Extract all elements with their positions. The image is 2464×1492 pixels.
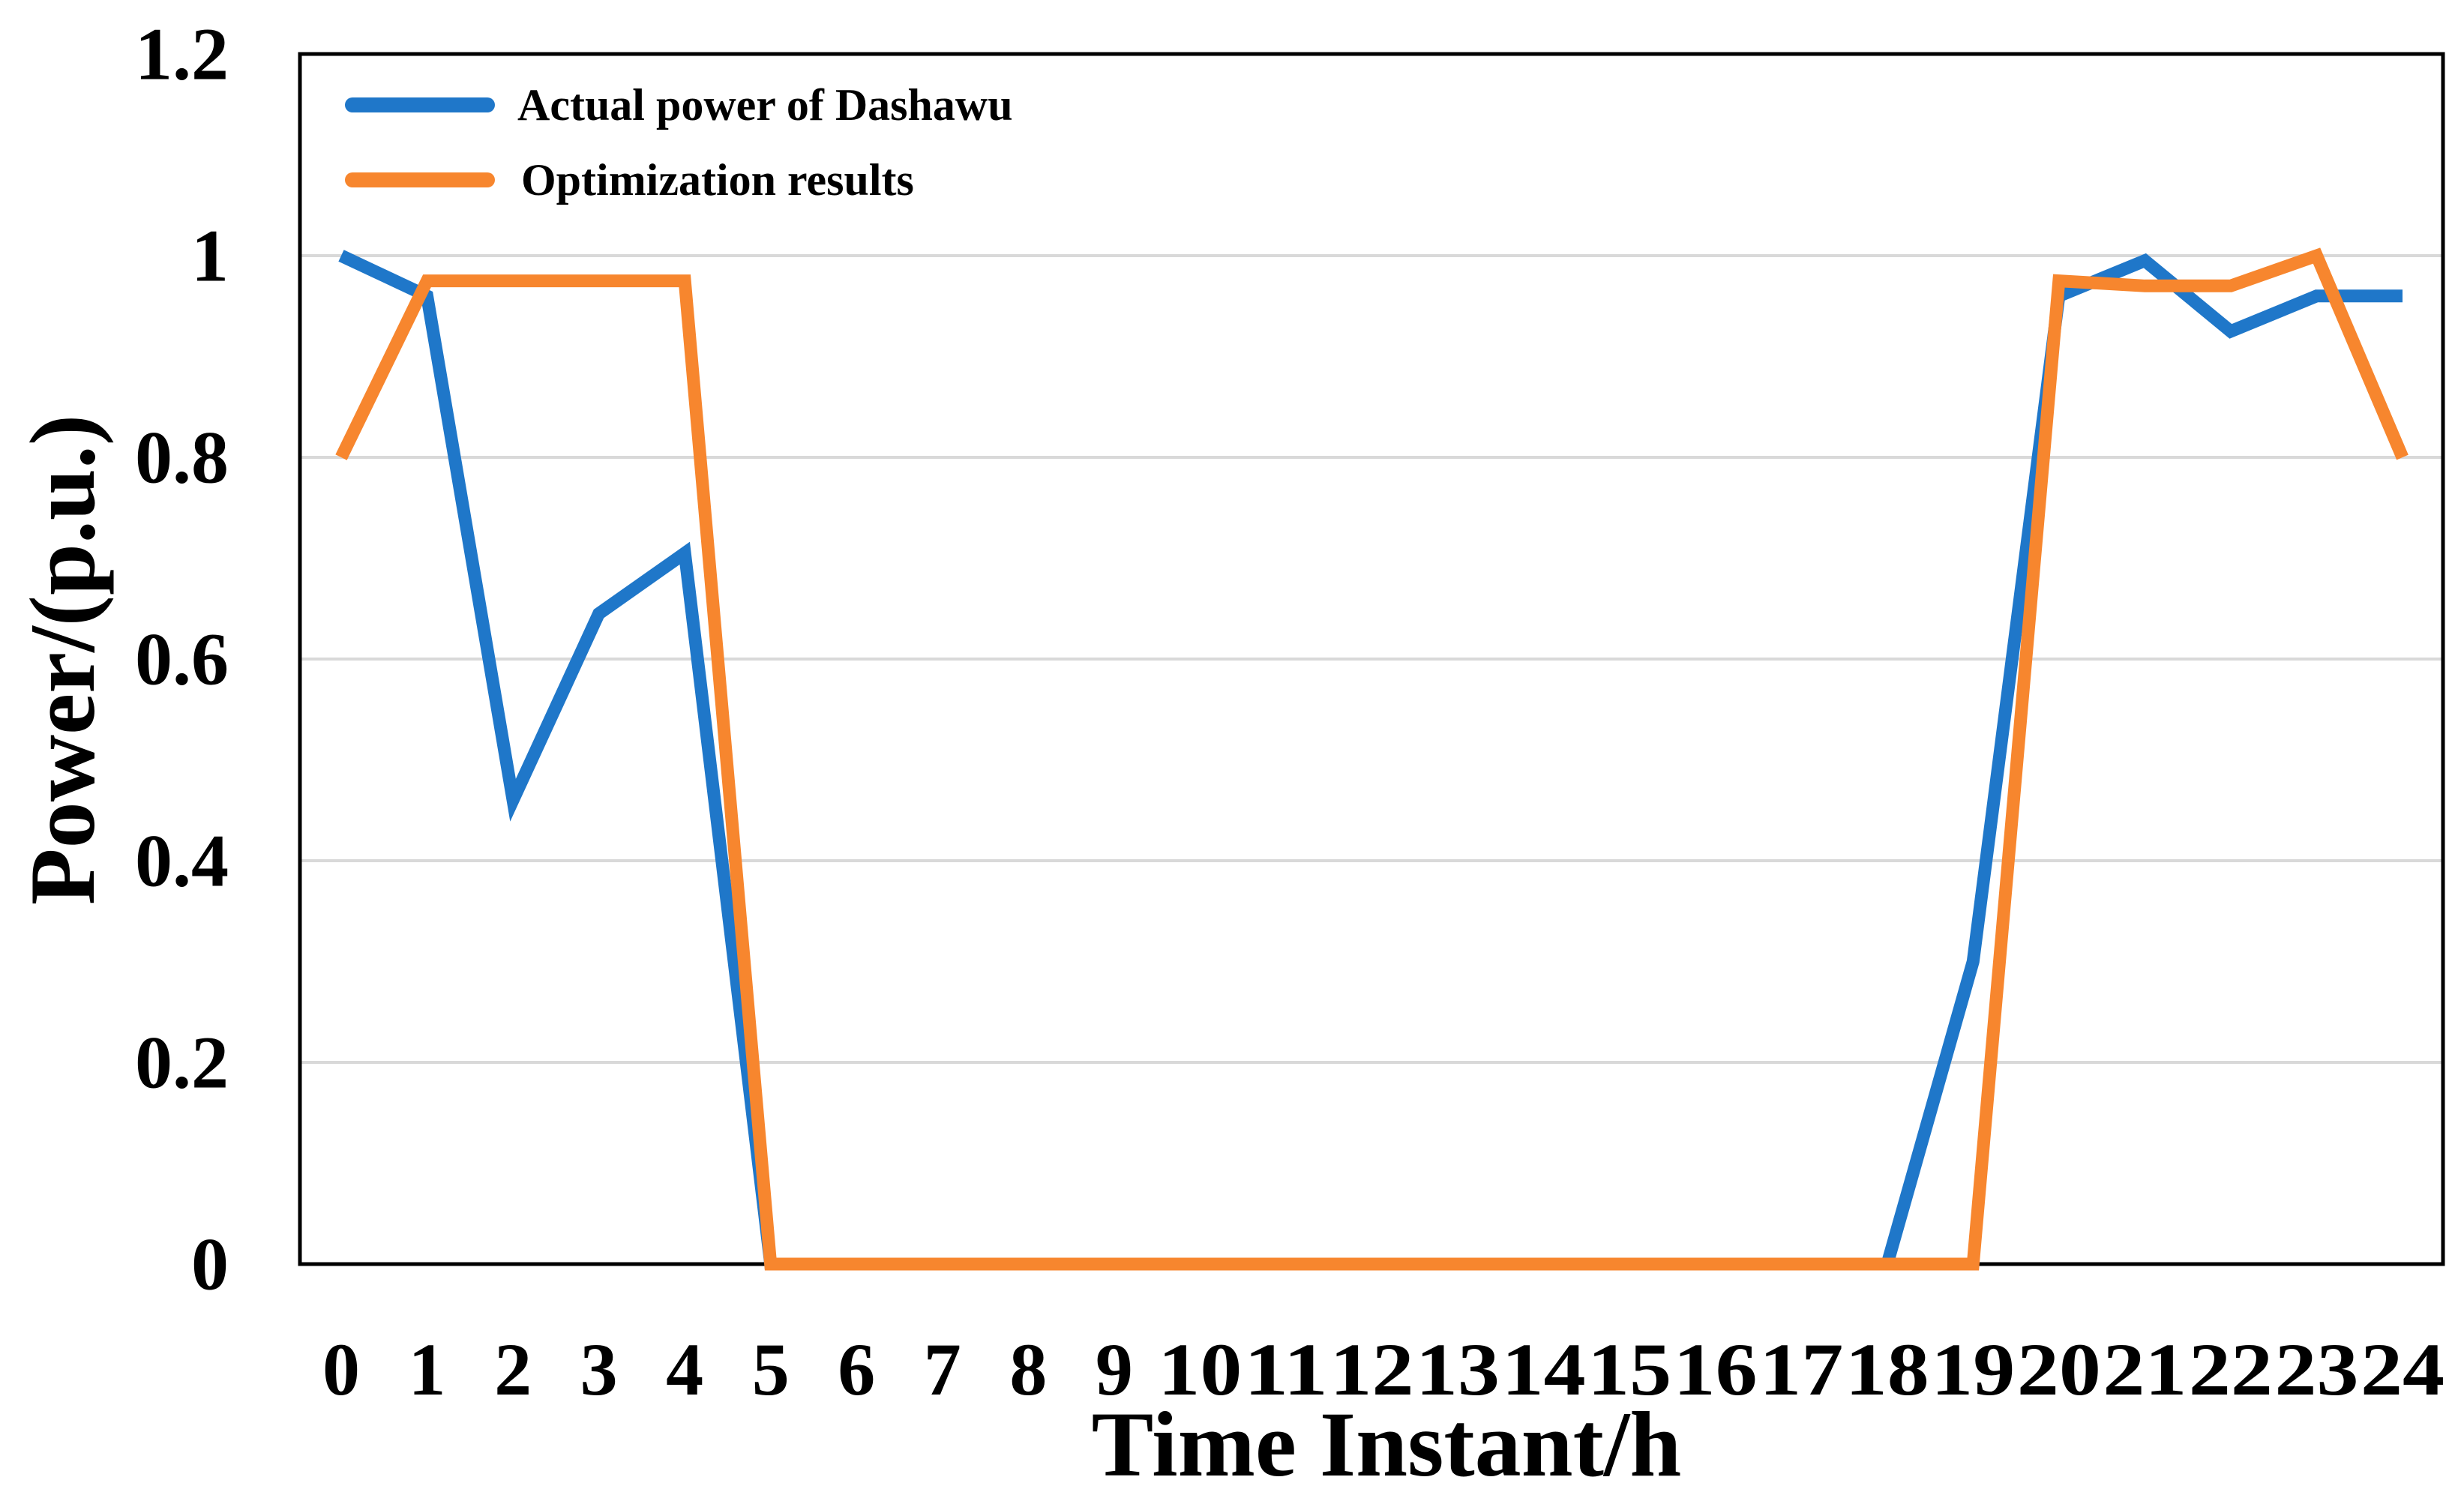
x-tick-label: 24 [2361, 1328, 2445, 1411]
y-axis-ticks: 0 0.2 0.4 0.6 0.8 1 1.2 [135, 13, 229, 1306]
x-axis-title: Time Instant/h [1092, 1393, 1682, 1492]
x-tick-label: 16 [1674, 1328, 1758, 1411]
y-tick-label: 0.2 [135, 1021, 229, 1104]
series-lines [335, 247, 2409, 1271]
y-tick-label: 0.8 [135, 416, 229, 499]
y-tick-label: 0.4 [135, 819, 229, 903]
legend-label-actual-power: Actual power of Dashawu [517, 80, 1013, 130]
x-tick-label: 18 [1845, 1328, 1929, 1411]
x-tick-label: 10 [1158, 1328, 1242, 1411]
x-tick-label: 3 [580, 1328, 618, 1411]
y-tick-label: 0 [191, 1223, 229, 1306]
series-line-optimization-results [335, 247, 2409, 1271]
x-tick-label: 23 [2274, 1328, 2358, 1411]
x-tick-label: 14 [1502, 1328, 1586, 1411]
x-tick-label: 1 [409, 1328, 446, 1411]
x-axis-ticks: 0 1 2 3 4 5 6 7 8 9 10 11 12 13 14 15 16 17 18 19 20 21 22 23 24 [322, 1328, 2445, 1411]
x-tick-label: 20 [2017, 1328, 2101, 1411]
x-tick-label: 17 [1759, 1328, 1843, 1411]
x-tick-label: 15 [1587, 1328, 1671, 1411]
grid-lines [300, 254, 2443, 1064]
y-tick-label: 0.6 [135, 618, 229, 701]
x-tick-label: 12 [1330, 1328, 1414, 1411]
y-tick-label: 1.2 [135, 13, 229, 96]
x-tick-label: 4 [666, 1328, 703, 1411]
series-line-actual-power [338, 250, 2403, 1271]
x-tick-label: 11 [1244, 1328, 1328, 1411]
x-tick-label: 9 [1096, 1328, 1133, 1411]
x-tick-label: 2 [494, 1328, 532, 1411]
x-tick-label: 21 [2103, 1328, 2187, 1411]
x-tick-label: 19 [1931, 1328, 2015, 1411]
legend-label-optimization-results: Optimization results [521, 155, 914, 205]
x-tick-label: 22 [2189, 1328, 2273, 1411]
x-tick-label: 0 [322, 1328, 360, 1411]
x-tick-label: 6 [838, 1328, 875, 1411]
x-tick-label: 13 [1416, 1328, 1500, 1411]
y-tick-label: 1 [191, 214, 229, 298]
legend: Actual power of Dashawu Optimization res… [345, 80, 1013, 205]
y-axis-title: Power/(p.u.) [11, 415, 114, 905]
x-tick-label: 5 [752, 1328, 790, 1411]
x-tick-label: 7 [924, 1328, 961, 1411]
x-tick-label: 8 [1009, 1328, 1047, 1411]
